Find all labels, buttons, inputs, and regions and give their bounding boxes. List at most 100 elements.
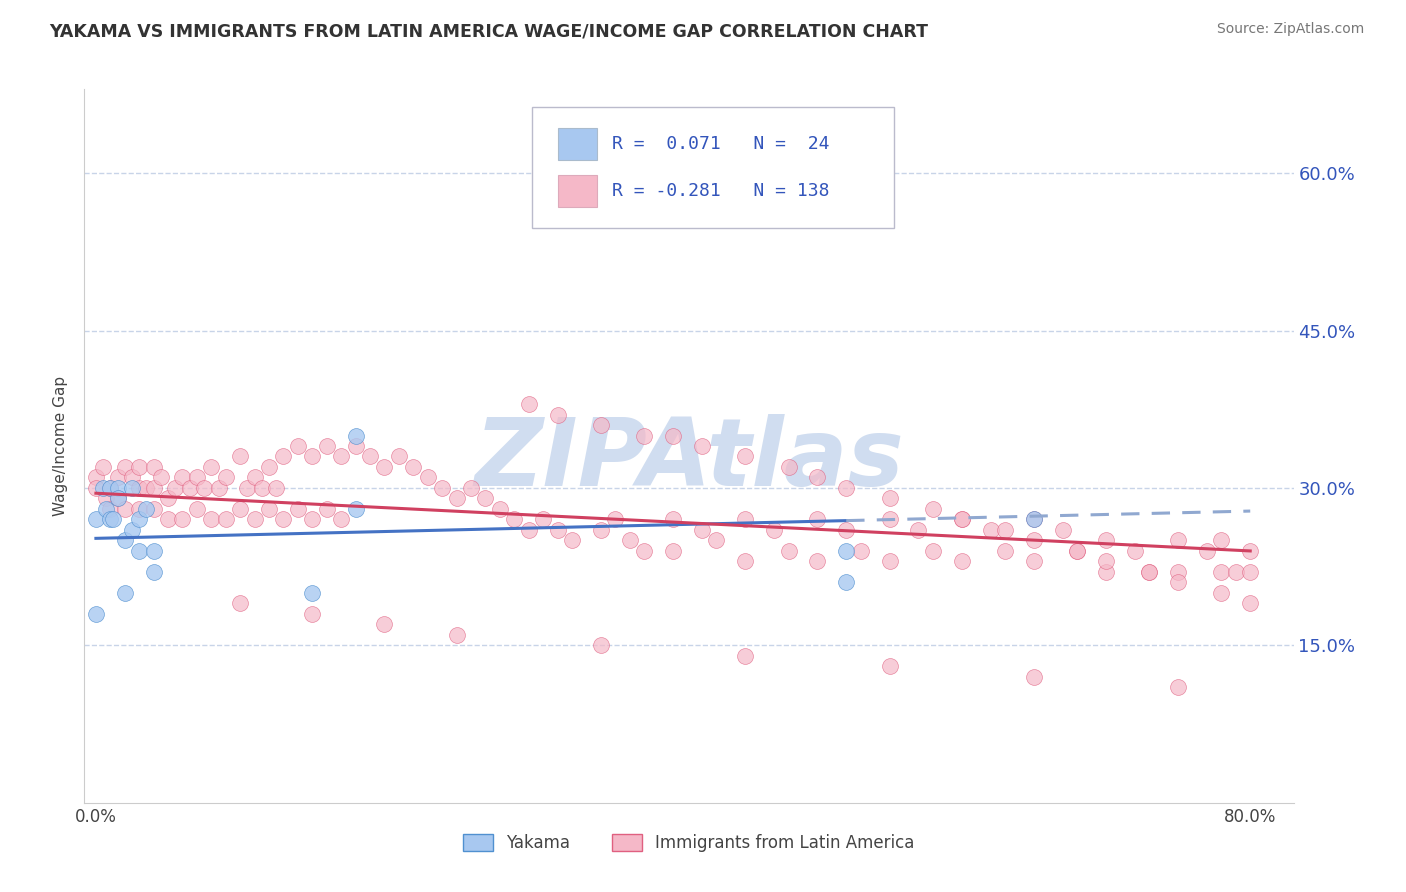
Point — [149, 470, 172, 484]
Point — [301, 450, 323, 464]
Point — [734, 450, 756, 464]
Point — [128, 512, 150, 526]
Point — [1167, 565, 1189, 579]
Point — [633, 428, 655, 442]
Point — [200, 512, 222, 526]
Point — [142, 481, 165, 495]
Point — [994, 544, 1017, 558]
Point — [1095, 554, 1118, 568]
Point — [589, 639, 612, 653]
Point — [91, 481, 114, 495]
Point — [107, 470, 129, 484]
Point — [84, 512, 107, 526]
Point — [344, 439, 367, 453]
Point — [589, 417, 612, 432]
Point — [200, 460, 222, 475]
Point — [1022, 554, 1045, 568]
Point — [1095, 533, 1118, 548]
Point — [128, 502, 150, 516]
Point — [98, 512, 121, 526]
Point — [1167, 681, 1189, 695]
Point — [734, 512, 756, 526]
Point — [107, 491, 129, 506]
Point — [301, 512, 323, 526]
Point — [94, 491, 117, 506]
Point — [1167, 575, 1189, 590]
Point — [547, 523, 569, 537]
Point — [257, 502, 280, 516]
Point — [1239, 596, 1261, 610]
Point — [215, 512, 238, 526]
Point — [589, 523, 612, 537]
Point — [135, 481, 157, 495]
Bar — [558, 175, 598, 207]
Text: R = -0.281   N = 138: R = -0.281 N = 138 — [612, 182, 830, 200]
Point — [835, 575, 858, 590]
Point — [287, 502, 309, 516]
Point — [1137, 565, 1160, 579]
Point — [1211, 586, 1233, 600]
Point — [1095, 565, 1118, 579]
Point — [460, 481, 482, 495]
Point — [121, 470, 143, 484]
Point — [186, 470, 208, 484]
Point — [1022, 512, 1045, 526]
Point — [921, 544, 943, 558]
Point — [250, 481, 273, 495]
Point — [1052, 523, 1074, 537]
Point — [704, 533, 727, 548]
Point — [114, 502, 136, 516]
Point — [273, 450, 295, 464]
Point — [128, 481, 150, 495]
Bar — [558, 128, 598, 161]
FancyBboxPatch shape — [531, 107, 894, 228]
Point — [806, 554, 828, 568]
Point — [107, 481, 129, 495]
Point — [264, 481, 287, 495]
Point — [1123, 544, 1146, 558]
Point — [835, 481, 858, 495]
Point — [1225, 565, 1247, 579]
Point — [315, 502, 337, 516]
Point — [950, 512, 973, 526]
Point — [273, 512, 295, 526]
Point — [446, 628, 468, 642]
Point — [142, 544, 165, 558]
Point — [1066, 544, 1088, 558]
Point — [547, 408, 569, 422]
Point — [619, 533, 641, 548]
Point — [301, 586, 323, 600]
Point — [994, 523, 1017, 537]
Point — [879, 554, 901, 568]
Point — [734, 648, 756, 663]
Point — [907, 523, 929, 537]
Text: Source: ZipAtlas.com: Source: ZipAtlas.com — [1216, 22, 1364, 37]
Point — [330, 512, 353, 526]
Point — [98, 481, 121, 495]
Point — [517, 397, 540, 411]
Point — [344, 502, 367, 516]
Text: R =  0.071   N =  24: R = 0.071 N = 24 — [612, 136, 830, 153]
Point — [172, 470, 194, 484]
Point — [432, 481, 454, 495]
Point — [121, 481, 143, 495]
Point — [662, 544, 685, 558]
Point — [662, 428, 685, 442]
Point — [1022, 670, 1045, 684]
Point — [778, 460, 800, 475]
Point — [950, 512, 973, 526]
Point — [879, 491, 901, 506]
Point — [114, 586, 136, 600]
Point — [690, 523, 713, 537]
Point — [142, 460, 165, 475]
Point — [1239, 544, 1261, 558]
Point — [243, 470, 266, 484]
Point — [921, 502, 943, 516]
Point — [165, 481, 187, 495]
Point — [128, 544, 150, 558]
Point — [1195, 544, 1218, 558]
Point — [806, 470, 828, 484]
Point — [690, 439, 713, 453]
Point — [157, 491, 180, 506]
Point — [1022, 512, 1045, 526]
